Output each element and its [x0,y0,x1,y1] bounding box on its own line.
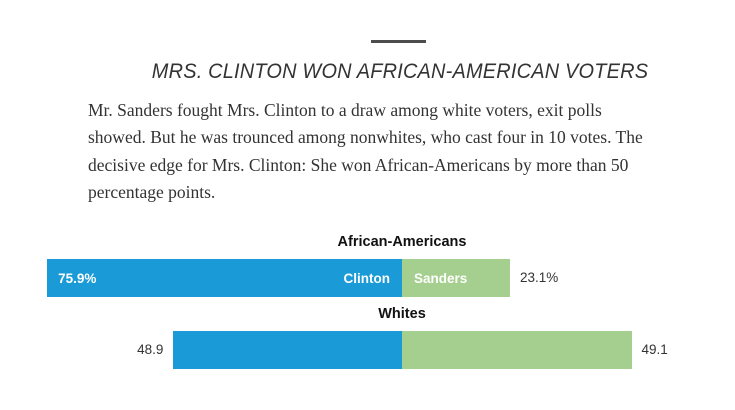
paragraph-line: percentage points. [88,181,216,202]
article-paragraph: Mr. Sanders fought Mrs. Clinton to a dra… [88,97,708,206]
paragraph-line: decisive edge for Mrs. Clinton: She won … [88,154,629,175]
sanders-bar-segment: Sanders [401,259,510,297]
clinton-series-label: Clinton [343,270,390,286]
clinton-value-label: 75.9% [58,270,97,286]
clinton-bar-segment [173,331,402,369]
category-label: African-Americans [337,234,467,250]
section-divider-rule [371,40,426,43]
clinton-bar-segment: 75.9% Clinton [47,259,402,297]
stacked-bar: 75.9% Clinton Sanders [47,259,510,297]
sanders-value-label: 23.1% [519,270,559,285]
chart-title: MRS. CLINTON WON AFRICAN-AMERICAN VOTERS [151,60,649,83]
sanders-value-label: 49.1 [641,342,668,357]
sanders-series-label: Sanders [413,270,468,286]
category-label: Whites [378,306,426,322]
stacked-bar [173,331,632,369]
clinton-value-label: 48.9 [137,342,164,357]
paragraph-line: showed. But he was trounced among nonwhi… [88,127,643,148]
sanders-bar-segment [401,331,632,369]
paragraph-line: Mr. Sanders fought Mrs. Clinton to a dra… [88,100,602,120]
